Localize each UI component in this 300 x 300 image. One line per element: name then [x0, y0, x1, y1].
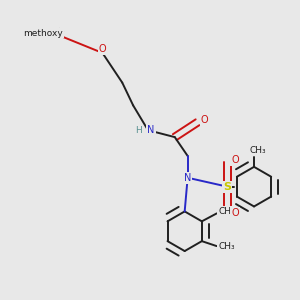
Text: O: O [201, 115, 208, 125]
Text: H: H [135, 126, 142, 135]
Text: CH₃: CH₃ [218, 242, 235, 250]
Text: S: S [223, 182, 231, 192]
Text: O: O [231, 155, 239, 165]
Text: N: N [184, 173, 191, 183]
Text: N: N [147, 125, 155, 135]
Text: O: O [99, 44, 106, 54]
Text: methoxy: methoxy [23, 28, 63, 38]
Text: CH₃: CH₃ [250, 146, 266, 154]
Text: methoxy: methoxy [59, 31, 65, 32]
Text: methoxy: methoxy [44, 34, 50, 35]
Text: CH₃: CH₃ [218, 207, 235, 216]
Text: O: O [231, 208, 239, 218]
Text: methoxy: methoxy [58, 28, 64, 29]
